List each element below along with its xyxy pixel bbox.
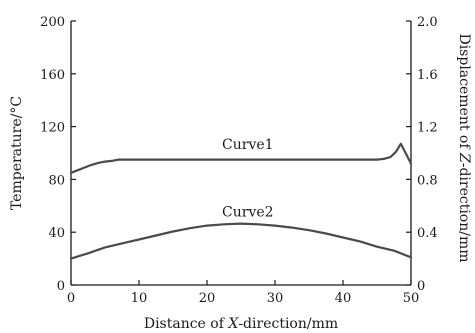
- series-line-curve1: [69, 142, 413, 174]
- curve-label-curve2: Curve2: [222, 204, 274, 220]
- y-tick-label: 120: [40, 121, 65, 136]
- y-tick-label: 40: [48, 226, 65, 241]
- x-tick-label: 30: [267, 291, 284, 306]
- y2-tick-label: 0: [417, 279, 425, 294]
- curve-labels: Curve1 Curve2: [222, 137, 274, 220]
- y-tick-label: 200: [40, 15, 65, 30]
- y-tick-label: 0: [57, 279, 65, 294]
- x-tick-label: 10: [131, 291, 148, 306]
- x-tick-label: 20: [199, 291, 216, 306]
- y2-tick-label: 1.2: [417, 121, 438, 136]
- axis-ticks: 0 10 20 30 40 500408012016020000.40.81.21.62.…: [40, 15, 438, 306]
- series-group: [69, 142, 413, 260]
- x-axis-label: Distance of X-direction/mm: [144, 316, 338, 332]
- series-line-curve2: [69, 222, 413, 260]
- x-tick-label: 40: [335, 291, 352, 306]
- y2-tick-label: 0.4: [417, 226, 438, 241]
- y-axis-label: Temperature/°C: [9, 96, 25, 210]
- y2-axis-label: Displacement of Z-direction/mm: [456, 33, 472, 262]
- y2-tick-label: 0.8: [417, 173, 438, 188]
- y2-tick-label: 2.0: [417, 15, 438, 30]
- y2-tick-label: 1.6: [417, 68, 438, 83]
- plot-area: [70, 21, 412, 286]
- x-tick-label: 0: [67, 291, 75, 306]
- x-tick-label: 50: [403, 291, 420, 306]
- y-tick-label: 80: [48, 173, 65, 188]
- y-tick-label: 160: [40, 68, 65, 83]
- curve-label-curve1: Curve1: [222, 137, 274, 153]
